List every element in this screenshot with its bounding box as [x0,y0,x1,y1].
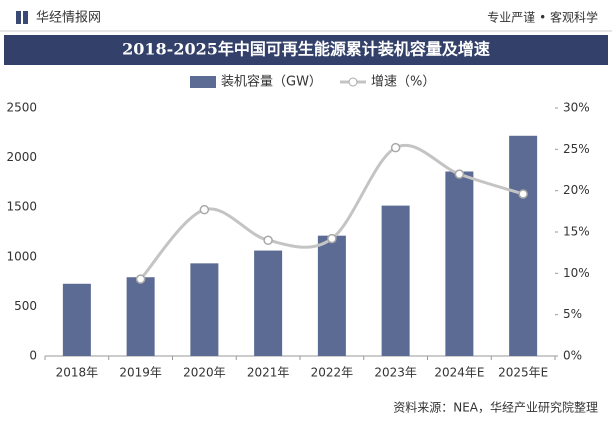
x-tick-label: 2025年E [498,366,548,380]
x-tick-label: 2021年 [247,366,290,380]
y-tick-label: 1500 [6,200,37,214]
legend-marker [348,77,358,87]
x-tick-label: 2019年 [119,366,162,380]
y-tick-label: 500 [14,299,37,313]
y2-tick-label: 0% [563,349,582,363]
brand: 华经情报网 [36,11,101,26]
y-tick-label: 2000 [6,150,37,164]
point [327,233,337,244]
x-tick-label: 2018年 [56,366,99,380]
chart-title: 2018-2025年中国可再生能源累计装机容量及增速 [122,40,490,59]
y2-tick-label: 20% [563,183,590,197]
bar [254,250,283,356]
point [263,235,273,246]
x-tick-label: 2024年E [434,366,484,380]
bar [126,277,155,356]
y2-tick-label: 15% [563,225,590,239]
title-bar [4,35,608,65]
x-tick-label: 2023年 [374,366,417,380]
y-tick-label: 2500 [6,101,37,115]
point [454,169,465,179]
point [135,274,146,284]
bar [62,283,91,356]
y2-tick-label: 10% [563,266,590,280]
source: 资料来源：NEA，华经产业研究院整理 [393,400,598,415]
bar [509,135,538,356]
y2-tick-label: 25% [563,142,590,156]
point [518,189,528,199]
bar [317,235,346,356]
point [199,204,210,215]
y-tick-label: 1000 [6,249,37,263]
bar [445,171,474,356]
legend-label: 增速（%） [371,75,435,90]
bar [381,205,410,356]
y2-tick-label: 5% [563,307,582,321]
y-tick-label: 0 [29,349,37,363]
logo-bar [16,11,21,24]
slogan: 专业严谨 • 客观科学 [487,10,598,25]
y2-tick-label: 30% [563,101,590,115]
bar [190,263,219,356]
x-tick-label: 2020年 [183,366,226,380]
legend-label: 装机容量（GW） [221,74,322,90]
x-tick-label: 2022年 [311,366,354,380]
point [390,142,401,153]
legend-swatch [190,76,216,88]
logo-bar [23,11,28,24]
